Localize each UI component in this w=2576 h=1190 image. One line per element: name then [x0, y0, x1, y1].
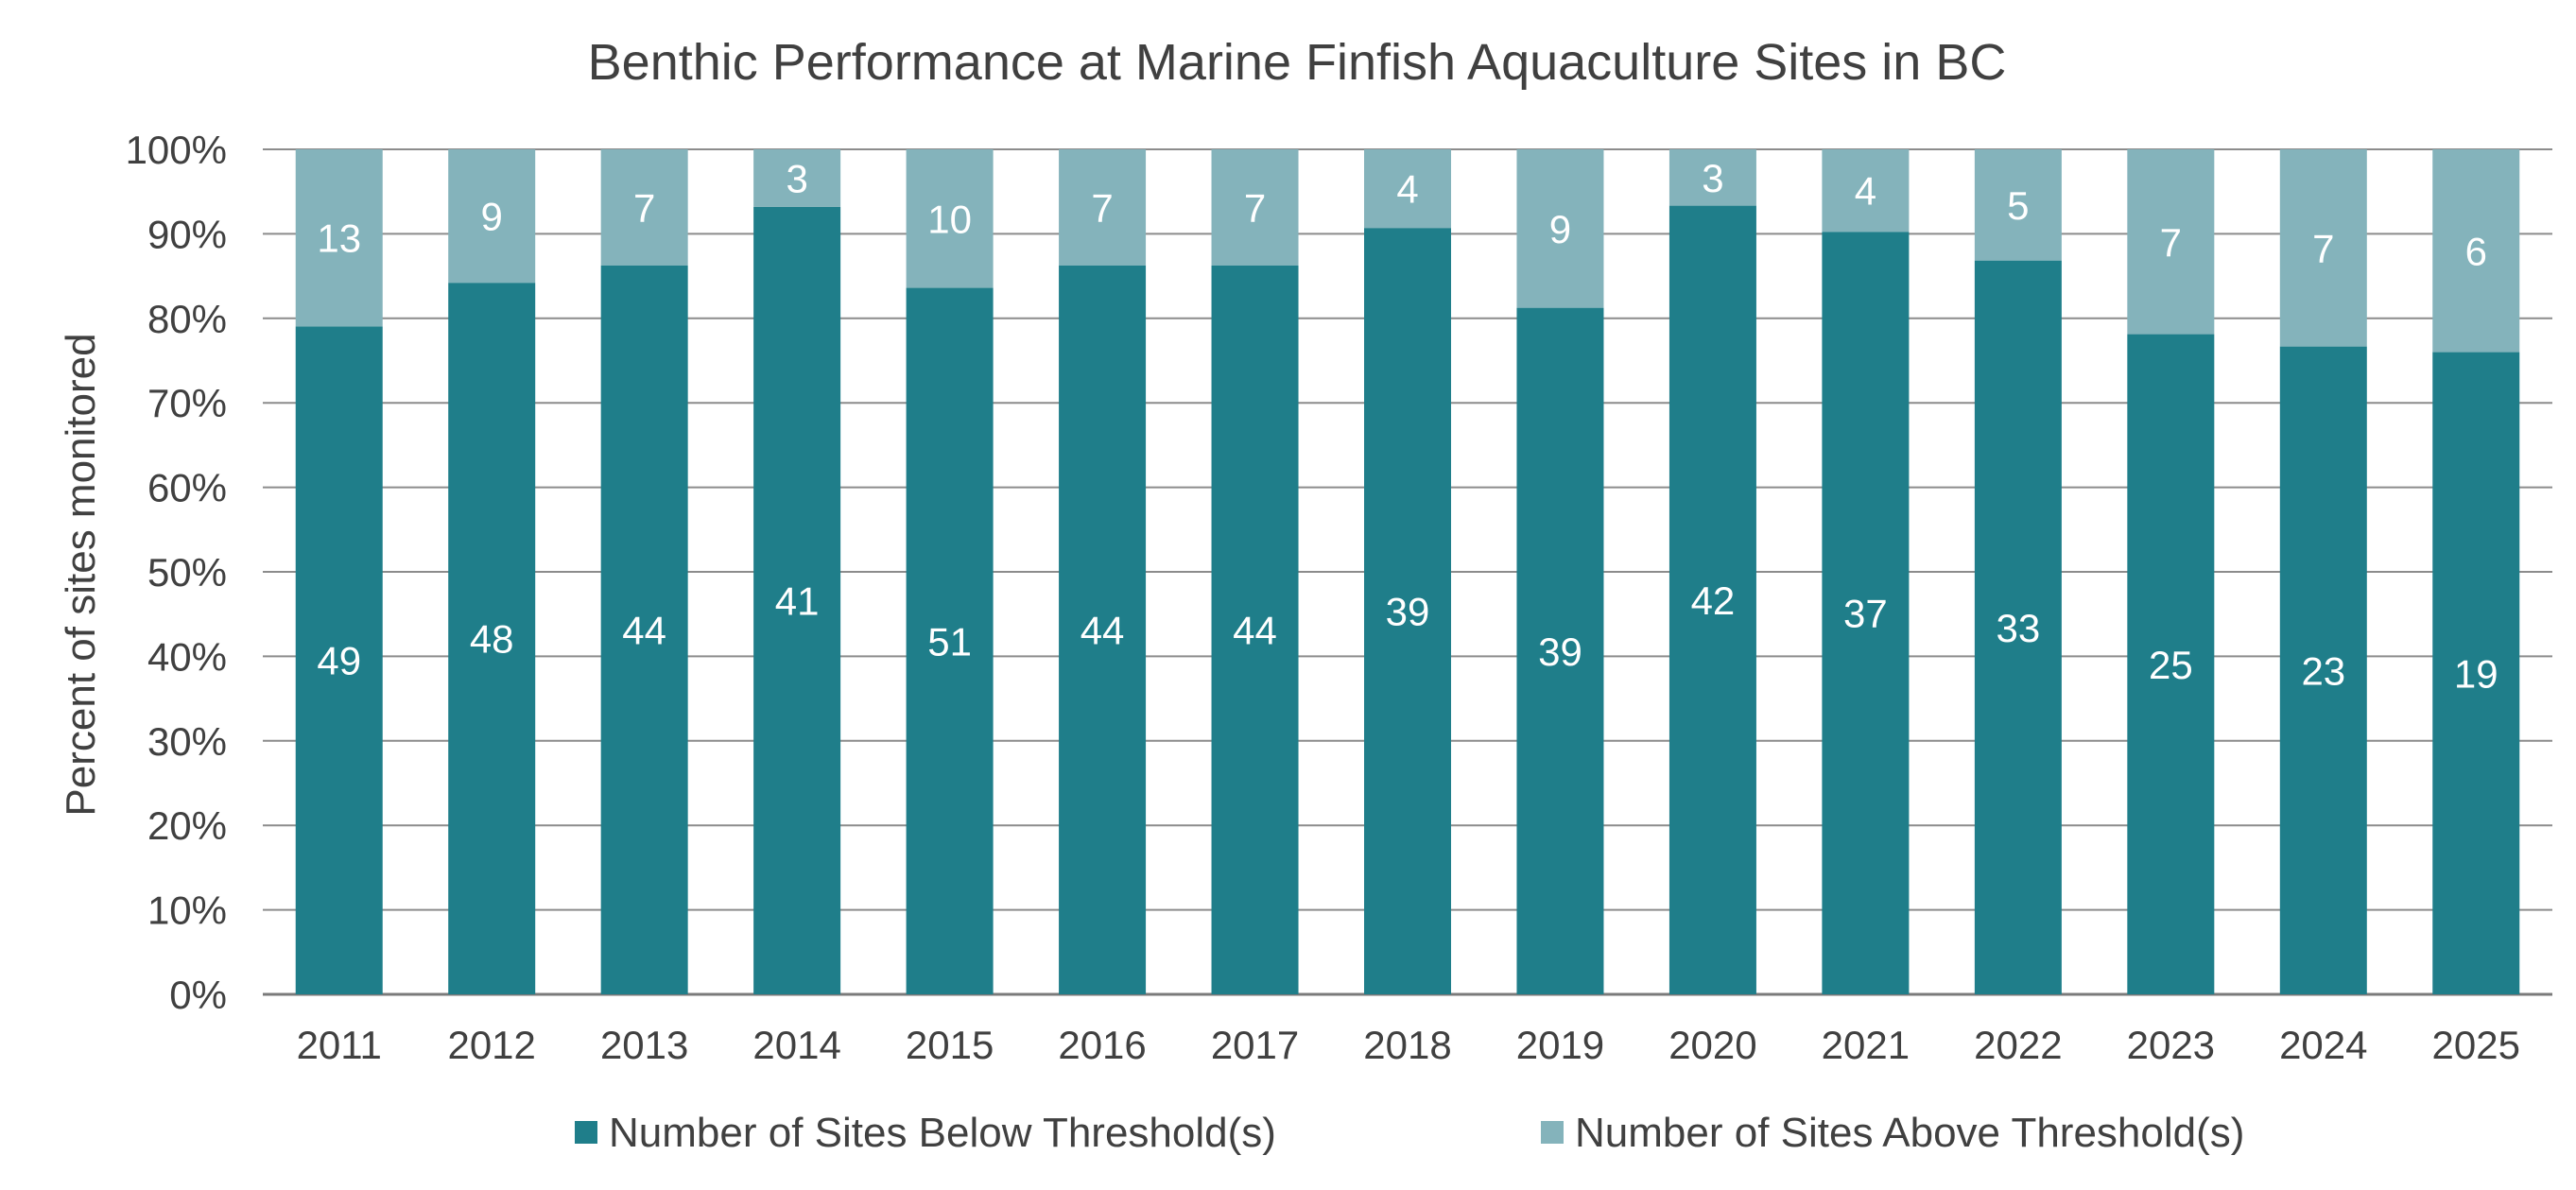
x-tick-label: 2024: [2279, 1023, 2367, 1067]
bar-above-threshold: [906, 149, 994, 288]
x-tick-label: 2021: [1822, 1023, 1910, 1067]
x-tick-label: 2011: [297, 1023, 382, 1067]
y-tick-label: 90%: [147, 212, 227, 256]
bar-below-threshold: [295, 326, 383, 994]
y-tick-label: 100%: [126, 128, 227, 172]
x-tick-label: 2022: [1974, 1023, 2062, 1067]
data-label-above: 3: [1702, 156, 1723, 200]
bar-below-threshold: [2279, 346, 2367, 995]
bar-above-threshold: [600, 149, 688, 266]
data-label-above: 9: [1549, 207, 1571, 251]
x-tick-label: 2014: [752, 1023, 840, 1067]
y-tick-label: 0%: [169, 973, 227, 1017]
data-label-below: 51: [927, 619, 972, 664]
data-label-below: 39: [1386, 590, 1430, 634]
data-label-above: 5: [2007, 183, 2029, 228]
data-label-above: 4: [1396, 167, 1418, 212]
data-label-above: 6: [2465, 229, 2487, 273]
x-tick-label: 2023: [2127, 1023, 2215, 1067]
bar-below-threshold: [600, 265, 688, 994]
data-label-below: 49: [317, 639, 361, 683]
bar-above-threshold: [448, 149, 536, 284]
bar-above-threshold: [295, 149, 383, 327]
bar-below-threshold: [2127, 334, 2215, 994]
data-label-below: 25: [2149, 643, 2193, 687]
bar-below-threshold: [2432, 352, 2520, 994]
data-label-above: 3: [786, 156, 807, 200]
data-label-above: 7: [1091, 185, 1113, 230]
bar-above-threshold: [1059, 149, 1147, 266]
bars: [295, 149, 2520, 995]
bar-below-threshold: [1974, 260, 2062, 994]
y-tick-label: 20%: [147, 803, 227, 848]
data-label-below: 44: [622, 608, 666, 652]
legend-label: Number of Sites Above Threshold(s): [1575, 1110, 2244, 1156]
legend-swatch: [575, 1121, 597, 1144]
data-label-above: 9: [481, 195, 503, 239]
bar-above-threshold: [1516, 149, 1604, 308]
legend-label: Number of Sites Below Threshold(s): [609, 1110, 1276, 1156]
data-label-below: 44: [1233, 608, 1277, 652]
data-label-below: 39: [1538, 629, 1582, 674]
bar-above-threshold: [1364, 149, 1451, 229]
bar-below-threshold: [1364, 228, 1451, 995]
data-label-above: 7: [1244, 185, 1266, 230]
bar-data-labels: 49 13 48 9 44 7 41 3 51 10 44 7 44 7 39 4 39 9 42 3 37 4 33 5 25…: [317, 156, 2498, 696]
bar-below-threshold: [1668, 205, 1756, 995]
bar-below-threshold: [1822, 232, 1910, 995]
data-label-below: 41: [775, 578, 820, 623]
legend-swatch: [1541, 1121, 1564, 1144]
x-tick-label: 2013: [600, 1023, 688, 1067]
bar-above-threshold: [2279, 149, 2367, 347]
bar-above-threshold: [1211, 149, 1299, 266]
data-label-below: 23: [2301, 648, 2345, 693]
data-label-above: 10: [927, 197, 972, 241]
x-tick-label: 2019: [1516, 1023, 1604, 1067]
bar-above-threshold: [1974, 149, 2062, 261]
bar-above-threshold: [753, 149, 841, 207]
legend: Number of Sites Below Threshold(s) Number…: [575, 1110, 2244, 1156]
data-label-above: 7: [2160, 220, 2182, 265]
bar-above-threshold: [2127, 149, 2215, 335]
y-tick-label: 30%: [147, 719, 227, 764]
data-label-below: 19: [2454, 651, 2498, 696]
bar-below-threshold: [1211, 265, 1299, 994]
bar-below-threshold: [1059, 265, 1147, 994]
bar-below-threshold: [448, 283, 536, 994]
x-tick-label: 2025: [2432, 1023, 2520, 1067]
data-label-below: 33: [1997, 606, 2041, 650]
x-tick-label: 2018: [1363, 1023, 1451, 1067]
x-tick-label: 2020: [1668, 1023, 1756, 1067]
data-label-below: 37: [1843, 592, 1888, 636]
x-tick-label: 2015: [906, 1023, 994, 1067]
y-tick-label: 10%: [147, 888, 227, 933]
bar-below-threshold: [1516, 307, 1604, 994]
chart-title: Benthic Performance at Marine Finfish Aq…: [588, 34, 2007, 91]
data-label-below: 42: [1691, 578, 1736, 623]
data-label-above: 4: [1855, 169, 1876, 214]
y-tick-label: 60%: [147, 466, 227, 510]
x-tick-label: 2017: [1211, 1023, 1299, 1067]
y-tick-label: 50%: [147, 550, 227, 595]
y-axis-ticks: 0% 10% 20% 30% 40% 50% 60% 70% 80% 90% 100%: [126, 128, 227, 1017]
x-tick-label: 2012: [447, 1023, 535, 1067]
bar-below-threshold: [906, 287, 994, 994]
x-axis-ticks: 2011 2012 2013 2014 2015 2016 2017 2018 2019 2020…: [297, 1023, 2520, 1067]
data-label-above: 7: [633, 185, 655, 230]
bar-below-threshold: [753, 206, 841, 995]
bar-above-threshold: [1822, 149, 1910, 233]
data-label-above: 13: [317, 216, 361, 261]
data-label-below: 48: [470, 617, 514, 662]
y-tick-label: 80%: [147, 297, 227, 341]
bar-above-threshold: [1668, 149, 1756, 206]
y-tick-label: 40%: [147, 634, 227, 679]
data-label-below: 44: [1081, 608, 1125, 652]
y-axis-label: Percent of sites monitored: [58, 333, 104, 816]
y-tick-label: 70%: [147, 381, 227, 425]
data-label-above: 7: [2312, 226, 2334, 270]
bar-above-threshold: [2432, 149, 2520, 353]
x-tick-label: 2016: [1058, 1023, 1146, 1067]
